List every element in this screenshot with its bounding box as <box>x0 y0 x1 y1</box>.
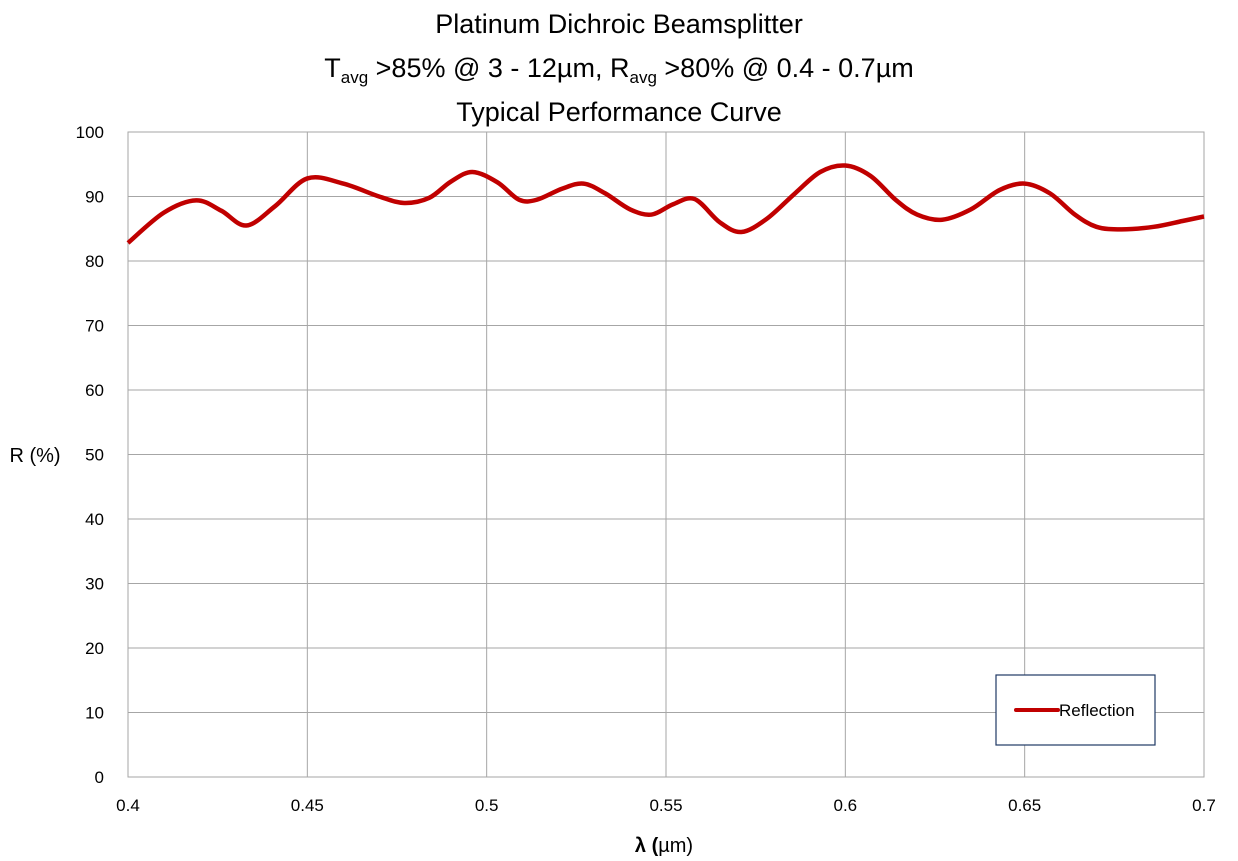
y-tick-label: 30 <box>85 575 104 594</box>
y-axis-ticks: 0 10 20 30 40 50 60 70 80 90 100 <box>76 123 104 787</box>
plot-frame <box>127 131 1205 778</box>
x-tick-label: 0.55 <box>649 796 682 815</box>
legend: Reflection <box>995 674 1156 746</box>
r-avg-subscript: avg <box>629 68 657 87</box>
r-avg-symbol: R <box>609 53 630 83</box>
chart-title: Platinum Dichroic Beamsplitter <box>435 9 803 39</box>
series-layer <box>126 163 1205 245</box>
x-axis-label-symbol: λ <box>635 835 646 857</box>
x-axis-label: λ (µm) <box>635 835 693 857</box>
y-tick-label: 60 <box>85 381 104 400</box>
chart-subtitle: Tavg >85% @ 3 - 12µm, Ravg >80% @ 0.4 - … <box>0 46 1238 90</box>
y-tick-label: 50 <box>85 446 104 465</box>
y-tick-label: 10 <box>85 704 104 723</box>
y-tick-label: 80 <box>85 252 104 271</box>
y-tick-label: 40 <box>85 510 104 529</box>
x-axis-ticks: 0.4 0.45 0.5 0.55 0.6 0.65 0.7 <box>116 796 1216 815</box>
y-tick-label: 90 <box>85 188 104 207</box>
x-tick-label: 0.6 <box>834 796 858 815</box>
y-tick-label: 20 <box>85 639 104 658</box>
t-avg-spec: >85% @ 3 - 12µm, <box>368 53 610 83</box>
chart-titles: Platinum Dichroic Beamsplitter Tavg >85%… <box>0 2 1238 134</box>
x-axis-label-unit: µm) <box>658 835 693 857</box>
x-tick-label: 0.45 <box>291 796 324 815</box>
y-tick-label: 70 <box>85 317 104 336</box>
x-axis-label-paren: ( <box>646 835 659 857</box>
series-line-reflection <box>126 163 1205 245</box>
legend-label-reflection: Reflection <box>1059 701 1135 720</box>
x-tick-label: 0.7 <box>1192 796 1216 815</box>
y-tick-label: 0 <box>95 768 104 787</box>
r-avg-spec: >80% @ 0.4 - 0.7µm <box>656 53 914 83</box>
x-tick-label: 0.5 <box>475 796 499 815</box>
y-axis-label: R (%) <box>9 445 60 467</box>
t-avg-symbol: T <box>324 53 341 83</box>
x-tick-label: 0.65 <box>1008 796 1041 815</box>
x-tick-label: 0.4 <box>116 796 140 815</box>
t-avg-subscript: avg <box>340 68 369 87</box>
y-tick-label: 100 <box>76 123 104 142</box>
chart-caption: Typical Performance Curve <box>456 97 782 127</box>
